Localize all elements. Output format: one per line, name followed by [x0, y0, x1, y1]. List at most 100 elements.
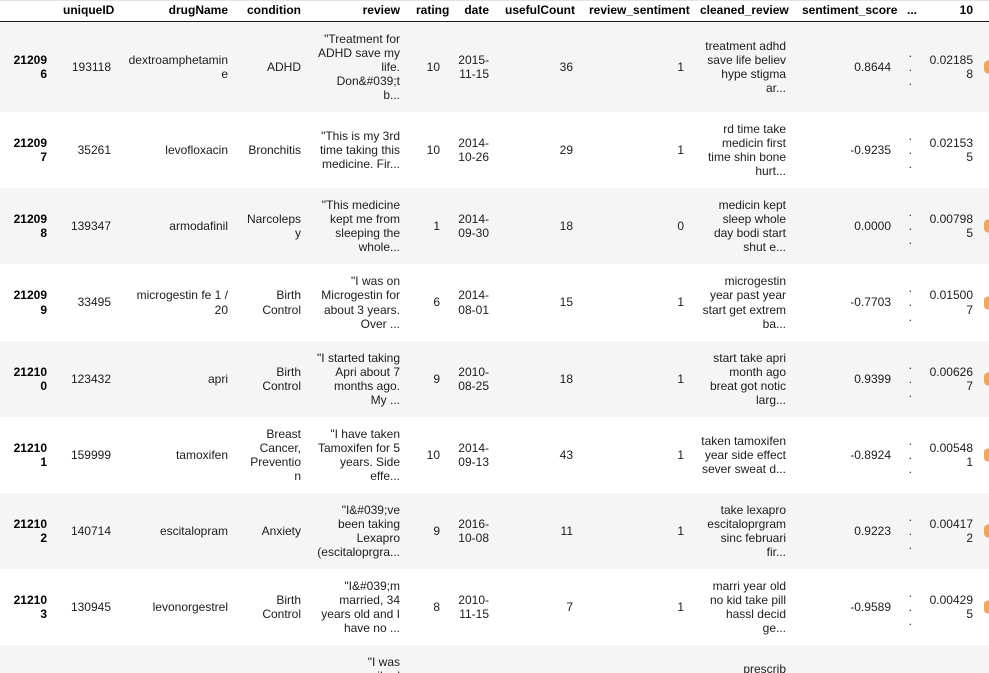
- header-drugname: drugName: [119, 1, 236, 23]
- cell-cleaned_review: medicin kept sleep whole day bodi start …: [713, 198, 786, 255]
- cell-col10: 0.015007: [929, 288, 973, 317]
- clipped-next-column-fragment: [984, 600, 989, 614]
- cell-condition: Birth Control: [262, 288, 301, 317]
- header-condition: condition: [236, 1, 309, 23]
- row-index-cell: 212100: [13, 364, 47, 393]
- cell-sentiment_score: -0.9235: [850, 143, 891, 158]
- cell-rating: 9: [433, 371, 440, 386]
- cell-uniqueID: 139347: [70, 219, 111, 234]
- cell-review: "This is my 3rd time taking this medicin…: [319, 129, 400, 172]
- cell-usefulCount: 18: [559, 371, 573, 386]
- table-header: uniqueID drugName condition review ratin…: [0, 1, 989, 23]
- cell-usefulCount: 43: [559, 447, 573, 462]
- header-clipped: [981, 1, 989, 23]
- cell-review: "I started taking Apri about 7 months ag…: [317, 350, 400, 407]
- table-body: 212096 193118 dextroamphetamine ADHD "Treatm…: [0, 21, 989, 673]
- clipped-next-column-fragment: [984, 60, 989, 74]
- cell-rating: 10: [426, 447, 440, 462]
- cell-cleaned_review: rd time take medicin first time shin bon…: [707, 122, 786, 179]
- cell-condition: Birth Control: [262, 364, 301, 393]
- table-row: 212099 33495 microgestin fe 1 / 20 Birth Co…: [0, 264, 989, 341]
- cell-uniqueID: 47656: [55, 645, 119, 673]
- cell-dots: ...: [908, 281, 912, 324]
- row-index-cell: 212103: [13, 592, 47, 621]
- cell-cleaned_review: treatment adhd save life believ hype sti…: [705, 39, 786, 96]
- table-row: 21210447656tapentadolPain "I was prescrib…: [0, 645, 989, 673]
- cell-condition: Birth Control: [262, 592, 301, 621]
- header-col-10: 10: [920, 1, 981, 23]
- cell-date: 2014-10-26: [458, 136, 489, 165]
- row-index-cell: 212096: [13, 53, 47, 82]
- cell-rating: 1: [408, 645, 448, 673]
- cell-drugName: microgestin fe 1 / 20: [136, 288, 228, 317]
- cell-sentiment_score: 0.0000: [854, 219, 891, 234]
- clipped-edge-cell: [981, 493, 989, 569]
- cell-rating: 10: [426, 60, 440, 75]
- cell-col10: 0.004172: [929, 516, 973, 545]
- cell-review_sentiment: 1: [677, 447, 684, 462]
- cell-cleaned_review: microgestin year past year start get ext…: [702, 274, 786, 331]
- row-index-cell: 212099: [13, 288, 47, 317]
- cell-uniqueID: 35261: [77, 143, 111, 158]
- clipped-edge-cell: [981, 188, 989, 264]
- header-cleaned-review: cleaned_review: [692, 1, 794, 23]
- cell-drugName: levonorgestrel: [152, 599, 228, 614]
- cell-condition: Breast Cancer, Prevention: [250, 426, 301, 483]
- cell-review_sentiment: 1: [677, 371, 684, 386]
- row-index-cell: 212102: [13, 516, 47, 545]
- cell-usefulCount: 29: [559, 143, 573, 158]
- cell-drugName: escitalopram: [159, 523, 228, 538]
- cell-drugName: levofloxacin: [165, 143, 228, 158]
- cell-cleaned_review: taken tamoxifen year side effect sever s…: [701, 433, 786, 476]
- cell-uniqueID: 159999: [70, 447, 111, 462]
- cell-drugName: tapentadol: [119, 645, 236, 673]
- cell-review_sentiment: 1: [677, 599, 684, 614]
- cell-col10: 0.021858: [929, 53, 973, 82]
- header-date: date: [448, 1, 497, 23]
- cell-date: 2014-09-13: [458, 440, 489, 469]
- cell-usefulCount: 11: [560, 523, 573, 538]
- cell-rating: 9: [433, 523, 440, 538]
- cell-uniqueID: 130945: [70, 599, 111, 614]
- cell-usefulCount: 18: [559, 219, 573, 234]
- cell-cleaned_review: take lexapro escitaloprgram sinc februar…: [707, 502, 786, 559]
- cell-review_sentiment: 1: [677, 60, 684, 75]
- cell-date: 2011-11-28: [448, 645, 497, 673]
- cell-review: "I&#039;m married, 34 years old and I ha…: [321, 578, 400, 636]
- header-row: uniqueID drugName condition review ratin…: [0, 1, 989, 23]
- cell-col10: 0.006267: [929, 364, 973, 393]
- cell-dots: ...: [908, 433, 912, 476]
- clipped-next-column-fragment: [984, 448, 989, 462]
- cell-review: "I have taken Tamoxifen for 5 years. Sid…: [317, 426, 400, 483]
- clipped-next-column-fragment: [984, 219, 989, 233]
- cell-condition: ADHD: [266, 60, 301, 75]
- header-review-sentiment: review_sentiment: [581, 1, 692, 23]
- cell-sentiment_score: -0.8924: [850, 447, 891, 462]
- header-review: review: [309, 1, 408, 23]
- table-row: 212098 139347 armodafinil Narcolepsy "This m…: [0, 188, 989, 265]
- cell-dots: ...: [908, 129, 912, 172]
- cell-dots: ...: [908, 509, 912, 552]
- cell-review_sentiment: 0: [581, 645, 692, 673]
- cell-sentiment_score: 0.9399: [854, 371, 891, 386]
- cell-cleaned_review: start take apri month ago breat got noti…: [709, 350, 786, 407]
- clipped-next-column-fragment: [984, 372, 989, 386]
- clipped-next-column-fragment: [984, 296, 989, 309]
- clipped-next-column-fragment: [984, 524, 989, 538]
- header-uniqueid: uniqueID: [55, 1, 119, 23]
- cell-condition: Bronchitis: [248, 143, 301, 158]
- cell-rating: 1: [433, 219, 440, 234]
- table-row: 212100 123432 apri Birth Control "I started …: [0, 340, 989, 417]
- cell-usefulCount: 20: [497, 645, 581, 673]
- cell-uniqueID: 140714: [70, 523, 111, 538]
- header-usefulcount: usefulCount: [497, 1, 581, 23]
- cell-dots: ...: [908, 357, 912, 400]
- clipped-edge-cell: [981, 22, 989, 113]
- cell-review: "I was on Microgestin for about 3 years.…: [321, 274, 400, 331]
- cell-condition: Pain: [236, 645, 309, 673]
- cell-col10: 0.007985: [929, 212, 973, 241]
- cell-review_sentiment: 1: [677, 143, 684, 158]
- cell-col10: 0.021535: [929, 136, 973, 165]
